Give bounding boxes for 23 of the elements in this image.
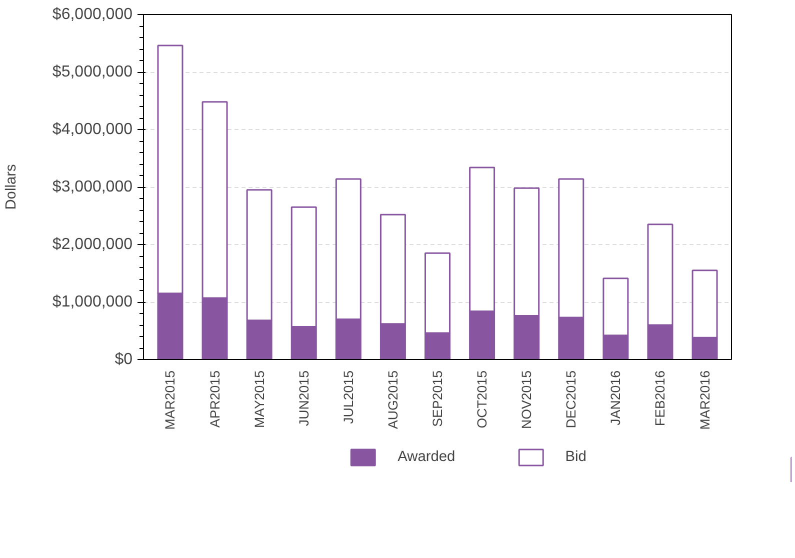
x-tick-label: NOV2015 — [519, 370, 534, 430]
x-tick-label: DEC2015 — [564, 370, 579, 428]
y-tick-label: $2,000,000 — [52, 236, 133, 253]
y-tick-label: $5,000,000 — [52, 64, 133, 80]
y-tick-label: $0 — [114, 351, 133, 368]
x-tick-label: AUG2015 — [385, 370, 400, 430]
y-tick-label: $4,000,000 — [52, 121, 133, 138]
x-tick-label: APR2015 — [207, 370, 222, 428]
legend-label: Bid — [565, 449, 586, 465]
x-tick-label: MAR2016 — [697, 370, 712, 430]
x-tick-label: MAY2015 — [252, 370, 267, 428]
y-tick-label: $6,000,000 — [52, 6, 133, 23]
y-tick-label: $3,000,000 — [52, 178, 133, 196]
x-tick-label: MAR2015 — [162, 370, 178, 430]
y-tick-label: $1,000,000 — [52, 294, 133, 310]
y-axis-title: Dollars — [3, 164, 20, 210]
x-tick-label: JUL2015 — [340, 370, 356, 424]
legend-label: Awarded — [398, 449, 456, 465]
x-tick-label: JUN2015 — [296, 370, 312, 426]
x-tick-label: SEP2015 — [430, 370, 445, 427]
x-tick-label: OCT2015 — [474, 370, 490, 428]
x-tick-label: JAN2016 — [608, 370, 624, 426]
x-tick-label: FEB2016 — [652, 370, 668, 426]
